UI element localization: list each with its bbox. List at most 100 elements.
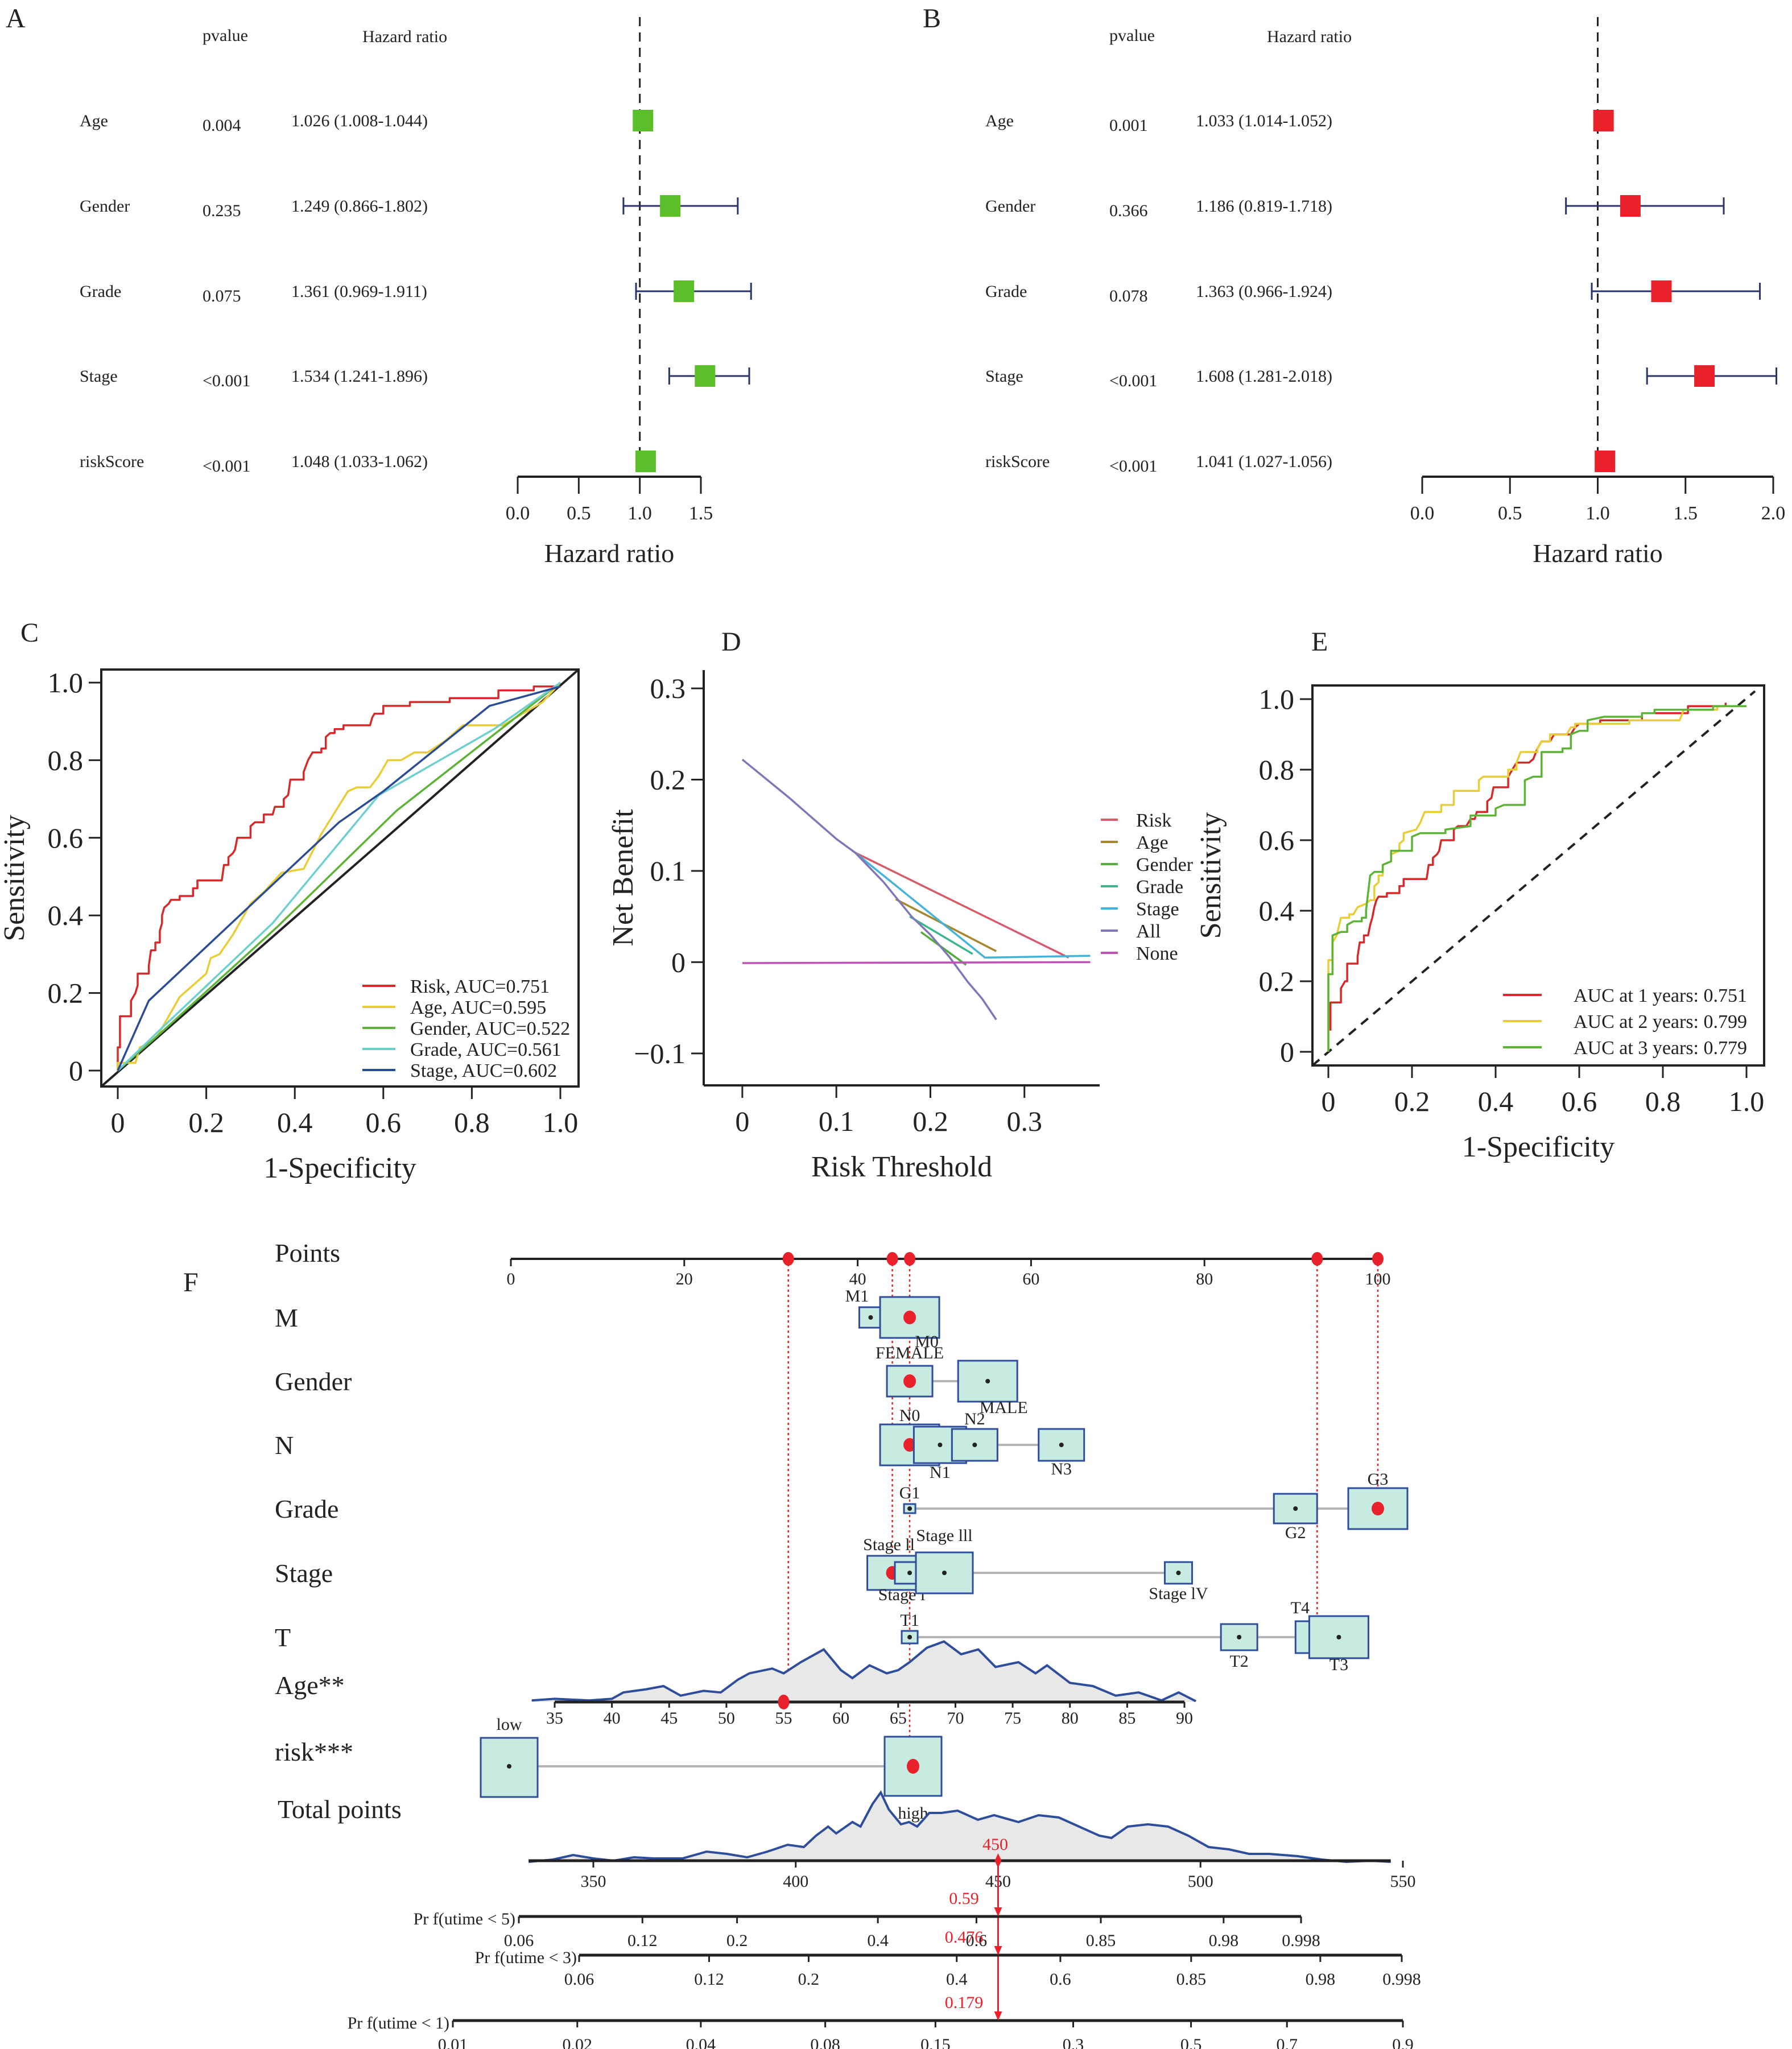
hr-marker bbox=[674, 280, 695, 302]
row-pvalue: <0.001 bbox=[203, 457, 250, 476]
age-tick-label: 65 bbox=[890, 1709, 907, 1728]
level-box bbox=[1038, 1428, 1085, 1462]
x-tick-label: 0.8 bbox=[1645, 1085, 1681, 1117]
level-box bbox=[858, 1306, 883, 1329]
x-tick-label: 1.5 bbox=[689, 503, 713, 524]
selected-level-dot bbox=[907, 1759, 919, 1774]
level-center-dot bbox=[907, 1635, 912, 1639]
y-tick-label: 0 bbox=[69, 1055, 83, 1087]
selected-level-dot bbox=[1372, 1502, 1384, 1515]
y-axis-title: Net Benefit bbox=[607, 809, 639, 947]
row-hazard-ratio: 1.534 (1.241-1.896) bbox=[291, 367, 428, 386]
series-line-0 bbox=[117, 685, 560, 1071]
level-label: T2 bbox=[1229, 1652, 1248, 1671]
probability-tick-label: 0.7 bbox=[1277, 2035, 1298, 2049]
hr-marker bbox=[1593, 110, 1614, 131]
x-tick-label: 0.4 bbox=[277, 1106, 313, 1138]
hr-marker bbox=[635, 451, 656, 472]
predicted-probability: 0.59 bbox=[949, 1889, 979, 1908]
age-tick-label: 80 bbox=[1062, 1709, 1079, 1728]
age-tick-label: 55 bbox=[775, 1709, 792, 1728]
panel-label-c: C bbox=[20, 618, 39, 648]
series-line-2 bbox=[1327, 705, 1746, 1052]
total-tick-label: 500 bbox=[1188, 1872, 1213, 1891]
row-label-risk: risk*** bbox=[275, 1737, 353, 1766]
x-tick-label: 0.2 bbox=[188, 1106, 224, 1138]
panel-label-b: B bbox=[923, 3, 941, 34]
level-label: low bbox=[497, 1715, 522, 1734]
legend-label: Stage, AUC=0.602 bbox=[410, 1060, 557, 1081]
column-header-pvalue: pvalue bbox=[1109, 26, 1155, 45]
level-center-dot bbox=[1059, 1443, 1064, 1447]
selected-level-dot bbox=[903, 1374, 916, 1388]
points-tick-label: 80 bbox=[1196, 1270, 1213, 1288]
x-tick-label: 0.0 bbox=[1410, 503, 1435, 524]
row-label-t: T bbox=[275, 1623, 291, 1652]
legend-label: All bbox=[1136, 921, 1161, 942]
row-label: Age bbox=[80, 111, 108, 130]
selected-total-label: 450 bbox=[982, 1835, 1008, 1854]
series-line-0 bbox=[854, 852, 1070, 959]
probability-tick-label: 0.85 bbox=[1086, 1931, 1116, 1950]
row-hazard-ratio: 1.026 (1.008-1.044) bbox=[291, 111, 428, 130]
row-pvalue: <0.001 bbox=[1109, 457, 1157, 476]
column-header-hazard-ratio: Hazard ratio bbox=[362, 27, 447, 46]
x-tick-label: 0.4 bbox=[1478, 1085, 1514, 1117]
level-center-dot bbox=[972, 1443, 977, 1447]
row-label-grade: Grade bbox=[275, 1494, 338, 1523]
x-tick-label: 0 bbox=[735, 1105, 749, 1137]
panel-label-d: D bbox=[721, 627, 741, 657]
level-label: N0 bbox=[899, 1406, 920, 1425]
series-line-2 bbox=[117, 681, 561, 1072]
x-tick-label: 0.6 bbox=[366, 1106, 402, 1138]
selected-points-dot bbox=[886, 1252, 898, 1266]
probability-axis-label: Pr f(utime < 1) bbox=[348, 2014, 449, 2033]
selected-points-dot bbox=[1372, 1252, 1384, 1266]
row-label-points: Points bbox=[275, 1238, 340, 1267]
predicted-probability: 0.476 bbox=[945, 1928, 984, 1947]
age-tick-label: 45 bbox=[660, 1709, 678, 1728]
x-tick-label: 1.5 bbox=[1674, 503, 1698, 524]
panel-label-f: F bbox=[183, 1267, 199, 1298]
row-label-gender: Gender bbox=[275, 1367, 352, 1396]
roc-plot-e: 0 0.2 0.4 0.6 0.8 1.0 0 0.2 0.4 0.6 0.8 1.0 1-Specif… bbox=[1195, 683, 1765, 1163]
x-tick-label: 0.3 bbox=[1007, 1105, 1043, 1137]
age-density-line bbox=[531, 1640, 1197, 1703]
x-axis-title: 1-Specificity bbox=[263, 1152, 416, 1184]
y-tick-label: 0.2 bbox=[48, 977, 84, 1009]
probability-tick-label: 0.98 bbox=[1306, 1970, 1336, 1989]
column-header-hazard-ratio: Hazard ratio bbox=[1267, 27, 1352, 46]
row-pvalue: <0.001 bbox=[1109, 371, 1157, 390]
series-line-5 bbox=[741, 758, 997, 1021]
series-line-4 bbox=[117, 685, 561, 1071]
level-center-dot bbox=[507, 1764, 511, 1769]
legend-label: Age bbox=[1136, 832, 1168, 853]
probability-tick-label: 0.15 bbox=[920, 2035, 951, 2049]
level-label: G2 bbox=[1285, 1523, 1306, 1542]
x-tick-label: 1.0 bbox=[1729, 1085, 1765, 1117]
level-label: T4 bbox=[1291, 1598, 1310, 1617]
age-tick-label: 90 bbox=[1176, 1709, 1193, 1728]
x-tick-label: 0 bbox=[1322, 1085, 1336, 1117]
row-pvalue: 0.235 bbox=[203, 201, 241, 220]
points-tick-label: 0 bbox=[507, 1270, 515, 1288]
age-tick-label: 85 bbox=[1118, 1709, 1136, 1728]
level-label: G1 bbox=[899, 1484, 920, 1502]
level-center-dot bbox=[907, 1506, 912, 1511]
age-tick-label: 75 bbox=[1004, 1709, 1021, 1728]
selected-points-dot bbox=[904, 1252, 916, 1266]
legend-label: None bbox=[1136, 943, 1178, 964]
x-tick-label: 0.5 bbox=[567, 503, 591, 524]
row-label: Gender bbox=[80, 197, 130, 216]
row-label-n: N bbox=[275, 1431, 294, 1460]
legend-label: Risk bbox=[1136, 810, 1171, 831]
y-tick-label: 1.0 bbox=[1259, 683, 1295, 715]
age-tick-label: 40 bbox=[604, 1709, 621, 1728]
reference-diagonal bbox=[100, 668, 580, 1088]
probability-tick-label: 0.4 bbox=[946, 1970, 968, 1989]
row-hazard-ratio: 1.361 (0.969-1.911) bbox=[291, 282, 427, 301]
x-tick-label: 0.5 bbox=[1498, 503, 1522, 524]
y-tick-label: 0.6 bbox=[48, 822, 84, 854]
legend-label: AUC at 2 years: 0.799 bbox=[1574, 1011, 1747, 1032]
x-tick-label: 1.0 bbox=[627, 503, 652, 524]
